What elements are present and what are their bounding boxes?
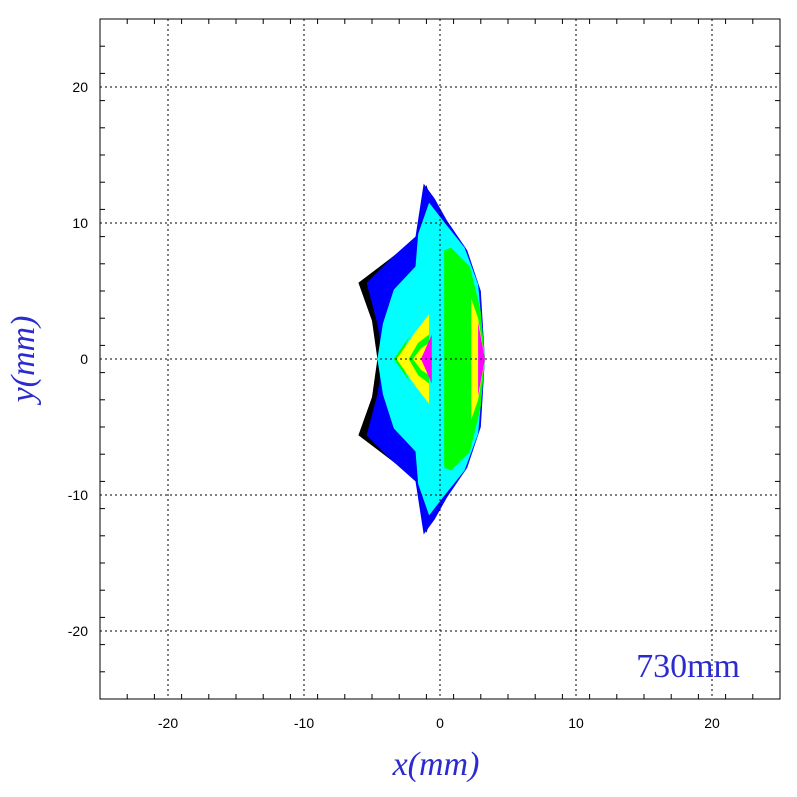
y-axis-title: y(mm) [5, 316, 42, 406]
tick-labels: -20 -10 0 10 20 -20 -10 0 10 20 [68, 79, 720, 731]
grid-lines [100, 19, 780, 699]
x-tick-label: -10 [294, 715, 314, 731]
y-tick-label: 10 [72, 215, 88, 231]
x-tick-label: 10 [568, 715, 584, 731]
y-tick-label: -10 [68, 487, 88, 503]
x-tick-label: 20 [704, 715, 720, 731]
y-tick-label: -20 [68, 623, 88, 639]
x-tick-label: -20 [158, 715, 178, 731]
x-tick-label: 0 [436, 715, 444, 731]
x-axis-title: x(mm) [392, 746, 480, 783]
y-tick-label: 0 [80, 351, 88, 367]
distance-annotation: 730mm [636, 648, 740, 685]
plot-frame [99, 18, 781, 700]
y-tick-label: 20 [72, 79, 88, 95]
